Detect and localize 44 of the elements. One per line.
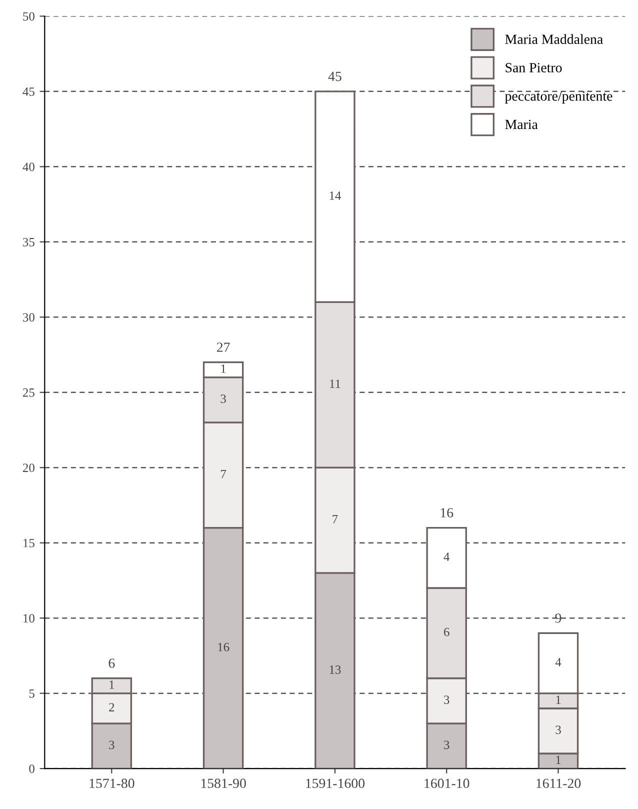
data-label: 3 xyxy=(109,740,114,750)
y-tick-label: 25 xyxy=(22,388,34,397)
data-label: 4 xyxy=(555,658,562,666)
data-label: 3 xyxy=(220,394,226,404)
legend-label: peccatore/penitente xyxy=(505,91,612,104)
y-tick-label: 10 xyxy=(24,614,34,623)
y-tick-label: 45 xyxy=(22,88,34,96)
y-tick-label: 35 xyxy=(23,238,34,246)
data-label: 7 xyxy=(332,515,338,524)
y-tick-label: 50 xyxy=(23,12,34,21)
x-tick-label: 1601-10 xyxy=(424,778,470,788)
y-tick-label: 5 xyxy=(29,689,34,698)
total-label: 6 xyxy=(108,658,115,668)
data-label: 11 xyxy=(330,380,340,388)
y-tick-label: 20 xyxy=(22,464,34,472)
total-label: 45 xyxy=(328,72,342,82)
data-label: 4 xyxy=(444,552,450,561)
x-tick-label: 1591-1600 xyxy=(306,778,365,788)
data-label: 13 xyxy=(330,665,341,674)
x-tick-label: 1571-80 xyxy=(90,778,134,788)
x-tick-label: 1581-90 xyxy=(201,778,246,788)
data-label: 14 xyxy=(330,192,342,200)
data-label: 3 xyxy=(444,740,450,750)
data-label: 1 xyxy=(110,680,114,689)
legend-label: San Pietro xyxy=(506,63,562,72)
data-label: 3 xyxy=(444,696,450,704)
data-label: 1 xyxy=(556,696,561,704)
y-tick-label: 30 xyxy=(23,313,34,322)
data-label: 2 xyxy=(109,703,114,712)
y-tick-label: 40 xyxy=(22,162,34,172)
legend-label: Maria Maddalena xyxy=(505,34,603,44)
y-tick-label: 0 xyxy=(29,764,34,774)
data-label: 3 xyxy=(556,726,561,734)
y-tick-label: 15 xyxy=(24,538,34,548)
data-label: 1 xyxy=(556,756,561,764)
legend-label: Maria xyxy=(505,120,538,130)
total-label: 16 xyxy=(440,508,454,518)
data-label: 1 xyxy=(221,364,226,373)
total-label: 9 xyxy=(555,613,562,623)
data-label: 7 xyxy=(221,470,226,478)
x-tick-label: 1611-20 xyxy=(536,778,581,788)
total-label: 27 xyxy=(216,342,230,352)
data-label: 16 xyxy=(218,642,230,652)
data-label: 6 xyxy=(444,628,450,636)
